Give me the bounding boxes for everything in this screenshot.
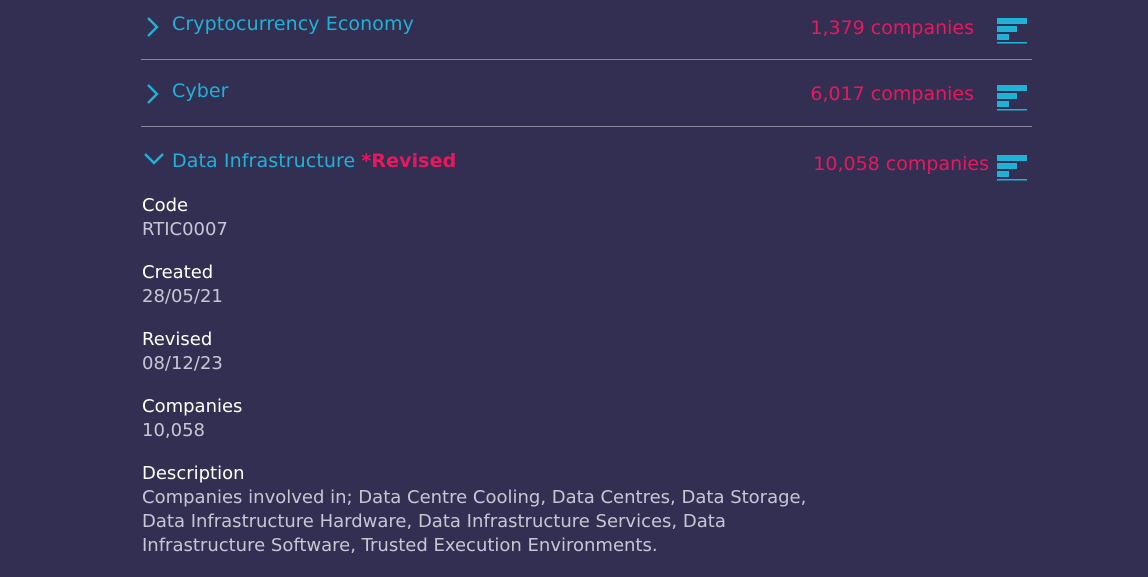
company-count: 6,017 companies [810,83,974,105]
category-header[interactable]: Cyber 6,017 companies [141,80,1032,120]
bar-chart-icon[interactable] [997,153,1027,181]
category-row-cryptocurrency-economy[interactable]: Cryptocurrency Economy 1,379 companies [141,0,1032,60]
code-field: Code RTIC0007 [142,194,862,242]
category-title[interactable]: Data Infrastructure *Revised [172,150,456,172]
code-label: Code [142,195,189,216]
chevron-right-icon[interactable] [143,15,161,37]
created-value: 28/05/21 [142,286,223,307]
companies-field: Companies 10,058 [142,395,862,443]
bar-chart-icon[interactable] [997,16,1027,44]
category-header[interactable]: Data Infrastructure *Revised 10,058 compa… [141,148,1032,188]
category-title-text[interactable]: Data Infrastructure [172,150,356,172]
company-count: 1,379 companies [810,17,974,39]
description-field: Description Companies involved in; Data … [142,462,862,558]
revised-tag: *Revised [361,150,457,172]
category-list: Cryptocurrency Economy 1,379 companies C… [141,0,1032,556]
revised-field: Revised 08/12/23 [142,328,862,376]
category-details: Code RTIC0007 Created 28/05/21 Revised 0… [142,194,862,577]
code-value: RTIC0007 [142,219,228,240]
description-label: Description [142,463,245,484]
category-title[interactable]: Cyber [172,80,229,102]
bar-chart-icon[interactable] [997,83,1027,111]
companies-value: 10,058 [142,420,205,441]
category-row-cyber[interactable]: Cyber 6,017 companies [141,60,1032,127]
revised-value: 08/12/23 [142,353,223,374]
created-field: Created 28/05/21 [142,261,862,309]
revised-label: Revised [142,329,213,350]
company-count: 10,058 companies [813,153,989,175]
category-title[interactable]: Cryptocurrency Economy [172,13,414,35]
created-label: Created [142,262,214,283]
chevron-down-icon[interactable] [143,150,164,172]
companies-label: Companies [142,396,243,417]
chevron-right-icon[interactable] [143,82,161,104]
category-header[interactable]: Cryptocurrency Economy 1,379 companies [141,12,1032,52]
description-value: Companies involved in; Data Centre Cooli… [142,487,807,556]
